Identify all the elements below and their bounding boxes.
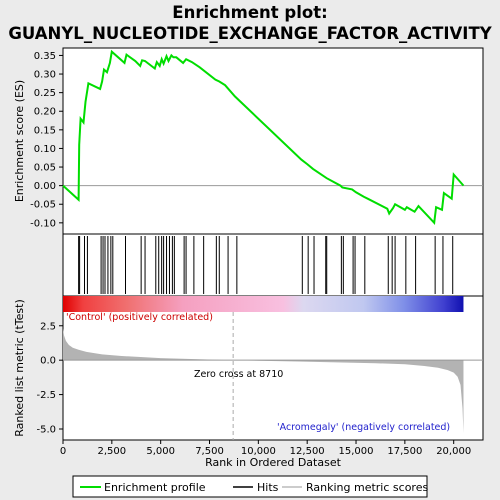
es-y-tick-label: 0.20 — [34, 107, 56, 118]
es-y-axis: 0.35 0.30 0.25 0.20 0.15 0.10 0.05 0.00 -0.05 -0.… — [30, 51, 63, 229]
x-tick-label: 17,500 — [387, 446, 422, 457]
metric-y-tick-label: 0.0 — [40, 356, 56, 367]
es-y-tick-label: 0.25 — [34, 88, 56, 99]
metric-y-tick-label: -2.5 — [36, 390, 56, 401]
zero-cross-label: Zero cross at 8710 — [194, 369, 283, 380]
chart-title-line-2: GUANYL_NUCLEOTIDE_EXCHANGE_FACTOR_ACTIVI… — [8, 24, 492, 43]
x-axis: 0 2,500 5,000 7,500 10,000 12,500 15,000 17,500… — [60, 440, 471, 457]
es-y-tick-label: 0.00 — [34, 181, 56, 192]
negative-correlation-label: 'Acromegaly' (negatively correlated) — [277, 422, 450, 433]
x-tick-label: 2,500 — [98, 446, 127, 457]
hits-panel — [62, 233, 484, 297]
enrichment-profile-line — [62, 49, 465, 226]
x-axis-label: Rank in Ordered Dataset — [205, 456, 342, 469]
es-y-axis-label: Enrichment score (ES) — [13, 80, 26, 202]
chart-title-line-1: Enrichment plot: — [172, 3, 327, 22]
es-y-tick-label: 0.35 — [34, 51, 56, 62]
es-y-tick-label: 0.15 — [34, 125, 56, 136]
legend: Enrichment profile Hits Ranking metric s… — [72, 475, 428, 498]
x-tick-label: 15,000 — [339, 446, 374, 457]
metric-y-tick-label: 2.5 — [40, 321, 56, 332]
x-tick-label: 5,000 — [146, 446, 175, 457]
enrichment-panel: 0.35 0.30 0.25 0.20 0.15 0.10 0.05 0.00 -0.05 -0.… — [13, 47, 484, 235]
x-tick-label: 7,500 — [195, 446, 224, 457]
metric-y-axis: 2.5 0.0 -2.5 -5.0 — [36, 321, 63, 435]
x-tick-label: 12,500 — [290, 446, 325, 457]
x-tick-label: 20,000 — [436, 446, 471, 457]
positive-correlation-label: 'Control' (positively correlated) — [66, 312, 213, 323]
rank-color-bar — [63, 296, 464, 312]
x-tick-label: 0 — [60, 446, 66, 457]
es-y-tick-label: 0.10 — [34, 144, 56, 155]
es-y-tick-label: 0.05 — [34, 163, 56, 174]
es-y-tick-label: -0.05 — [30, 200, 56, 211]
x-tick-label: 10,000 — [241, 446, 276, 457]
metric-y-tick-label: -5.0 — [36, 424, 56, 435]
legend-enrichment-label: Enrichment profile — [104, 481, 206, 494]
legend-hits-label: Hits — [257, 481, 279, 494]
metric-y-axis-label: Ranked list metric (tTest) — [13, 299, 26, 436]
es-y-tick-label: 0.30 — [34, 70, 56, 81]
legend-metric-label: Ranking metric scores — [306, 481, 428, 494]
ranked-metric-panel: 2.5 0.0 -2.5 -5.0 0 2,500 5,000 7,500 10,000 12,… — [13, 295, 484, 469]
es-y-tick-label: -0.10 — [30, 218, 56, 229]
hit-marks — [78, 236, 454, 294]
